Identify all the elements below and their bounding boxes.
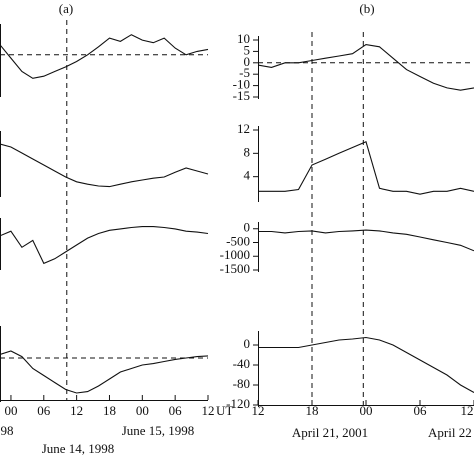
data-line (0, 143, 209, 188)
date-label: April 21, 2001 (292, 425, 368, 440)
y-tick-label: 8 (244, 144, 251, 159)
data-line (0, 34, 209, 79)
y-tick-label: -10 (233, 77, 250, 92)
y-tick-label: -120 (226, 396, 250, 411)
y-tick-label: 0 (244, 220, 251, 235)
y-tick-label: -5 (239, 65, 250, 80)
x-tick-label: 12 (461, 403, 474, 418)
x-tick-label: 00 (360, 403, 373, 418)
panel-label: (b) (359, 1, 374, 16)
data-line (0, 350, 209, 394)
data-line (258, 229, 474, 252)
date-label: 998 (0, 423, 14, 438)
y-tick-label: 12 (237, 121, 250, 136)
x-tick-label: 12 (70, 403, 83, 418)
x-tick-label: 18 (306, 403, 319, 418)
date-label: June 14, 1998 (42, 441, 115, 456)
y-tick-label: -500 (226, 233, 250, 248)
x-tick-label: 06 (37, 403, 51, 418)
x-tick-label: 06 (414, 403, 428, 418)
data-line (0, 226, 209, 265)
y-tick-label: -1000 (220, 247, 250, 262)
y-tick-label: 0 (244, 336, 251, 351)
panel-label: (a) (59, 1, 73, 16)
data-line (258, 336, 474, 393)
y-tick-label: -15 (233, 88, 250, 103)
x-axis-label: UT (216, 403, 233, 418)
y-tick-label: 10 (237, 31, 250, 46)
x-tick-label: 00 (4, 403, 17, 418)
data-line (258, 140, 474, 195)
data-line (257, 44, 474, 91)
x-tick-label: 18 (103, 403, 116, 418)
x-tick-label: 12 (252, 403, 265, 418)
y-tick-label: -40 (233, 356, 250, 371)
y-tick-label: 0 (244, 54, 251, 69)
x-tick-label: 12 (202, 403, 215, 418)
y-tick-label: -1500 (220, 261, 250, 276)
y-tick-label: -80 (233, 376, 250, 391)
x-tick-label: 00 (136, 403, 149, 418)
y-tick-label: 4 (244, 168, 251, 183)
y-tick-label: 5 (244, 42, 251, 57)
x-tick-label: 06 (169, 403, 183, 418)
date-label: June 15, 1998 (122, 423, 195, 438)
date-label: April 22 (428, 425, 472, 440)
